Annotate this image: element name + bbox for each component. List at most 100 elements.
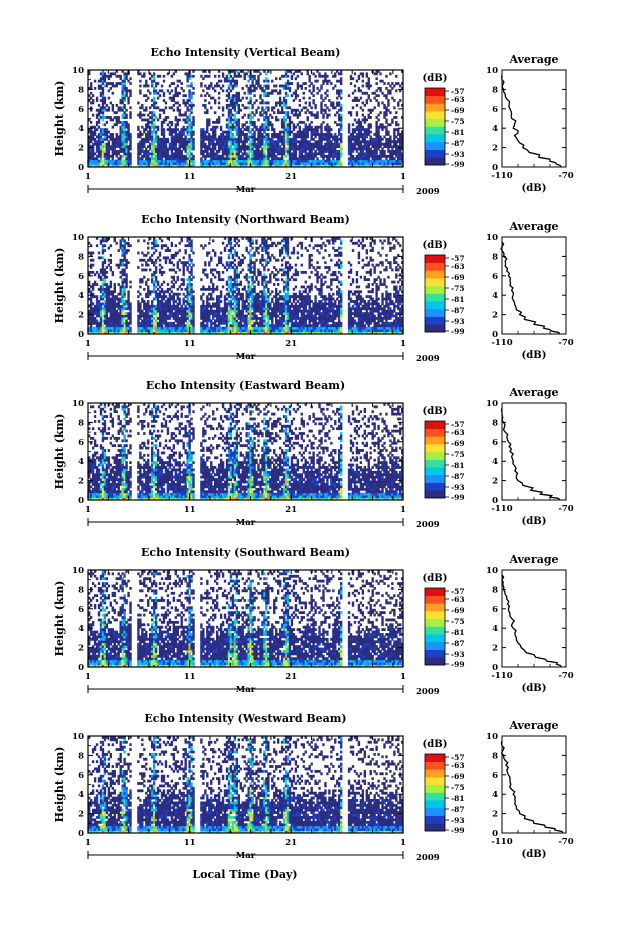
heatmap-cell <box>176 292 179 296</box>
heatmap-cell <box>290 94 294 98</box>
heatmap-cell <box>152 273 156 277</box>
heatmap-cell <box>292 159 296 163</box>
heatmap-cell <box>233 253 237 257</box>
x-tick-label: 11 <box>184 172 196 182</box>
heatmap-cell <box>377 157 380 161</box>
heatmap-cell <box>296 164 300 168</box>
heatmap-cell <box>156 280 160 284</box>
heatmap-cell <box>375 120 378 124</box>
heatmap-cell <box>156 302 160 306</box>
heatmap-cell <box>229 317 233 320</box>
heatmap-cell <box>314 154 317 158</box>
heatmap-cell <box>143 118 146 122</box>
heatmap-cell <box>109 324 113 328</box>
heatmap-cell <box>162 159 166 163</box>
heatmap-cell <box>166 314 170 318</box>
heatmap-cell <box>401 157 404 161</box>
heatmap-cell <box>147 162 150 165</box>
heatmap-cell <box>123 270 126 274</box>
heatmap-cell <box>214 152 217 156</box>
heatmap-cell <box>389 164 392 168</box>
heatmap-cell <box>174 137 177 141</box>
heatmap-cell <box>200 331 203 335</box>
heatmap-cell <box>357 147 361 151</box>
heatmap-cell <box>221 145 225 148</box>
heatmap-cell <box>229 79 233 83</box>
heatmap-cell <box>219 292 223 296</box>
heatmap-cell <box>233 157 237 161</box>
heatmap-cell <box>154 309 158 313</box>
heatmap-cell <box>168 324 172 328</box>
heatmap-cell <box>263 116 266 119</box>
heatmap-cell <box>109 135 113 139</box>
heatmap-cell <box>170 275 174 279</box>
heatmap-cell <box>141 106 144 110</box>
heatmap-cell <box>123 89 126 93</box>
heatmap-cell <box>129 145 132 148</box>
heatmap-cell <box>284 159 288 163</box>
heatmap-cell <box>219 290 223 294</box>
heatmap-cell <box>286 125 290 129</box>
heatmap-cell <box>269 140 272 144</box>
heatmap-cell <box>316 111 319 115</box>
heatmap-cell <box>328 157 331 161</box>
heatmap-cell <box>190 128 193 132</box>
heatmap-cell <box>227 79 231 83</box>
heatmap-cell <box>255 154 258 158</box>
average-y-tick-label: 8 <box>492 85 498 95</box>
heatmap-cell <box>192 162 195 165</box>
heatmap-cell <box>182 278 185 282</box>
heatmap-cell <box>105 128 109 132</box>
heatmap-cell <box>271 135 274 139</box>
heatmap-cell <box>210 319 213 323</box>
heatmap-cell <box>223 266 227 269</box>
heatmap-cell <box>89 162 93 165</box>
heatmap-cell <box>212 128 215 132</box>
heatmap-cell <box>247 145 250 148</box>
heatmap-cell <box>137 251 140 255</box>
heatmap-cell <box>154 89 158 93</box>
heatmap-cell <box>288 159 292 163</box>
heatmap-cell <box>336 111 339 115</box>
heatmap-cell <box>186 285 189 289</box>
heatmap-cell <box>182 317 185 320</box>
heatmap-cell <box>267 70 270 73</box>
heatmap-cell <box>188 290 191 294</box>
heatmap-cell <box>176 331 179 335</box>
heatmap-cell <box>304 125 307 129</box>
heatmap-cell <box>243 152 246 156</box>
heatmap-cell <box>227 159 231 163</box>
heatmap-cell <box>109 133 113 136</box>
heatmap-cell <box>113 145 116 148</box>
heatmap-cell <box>139 292 142 296</box>
heatmap-cell <box>149 304 152 308</box>
heatmap-cell <box>235 154 239 158</box>
heatmap-cell <box>320 94 323 98</box>
heatmap-cell <box>255 82 258 85</box>
heatmap-cell <box>243 135 246 139</box>
heatmap-cell <box>141 125 144 129</box>
heatmap-cell <box>168 326 172 330</box>
heatmap-cell <box>320 162 323 165</box>
heatmap-cell <box>151 130 154 134</box>
heatmap-cell <box>190 329 193 332</box>
heatmap-cell <box>115 304 118 308</box>
heatmap-cell <box>105 326 109 330</box>
heatmap-cell <box>363 147 366 151</box>
heatmap-cell <box>288 106 292 110</box>
heatmap-cell <box>141 133 144 136</box>
heatmap-cell <box>349 77 353 81</box>
heatmap-cell <box>351 145 355 148</box>
heatmap-cell <box>141 113 144 117</box>
heatmap-cell <box>103 283 107 286</box>
heatmap-cell <box>257 106 260 110</box>
heatmap-cell <box>393 84 396 88</box>
heatmap-cell <box>93 140 97 144</box>
heatmap-cell <box>229 307 233 311</box>
heatmap-cell <box>180 113 183 117</box>
heatmap-cell <box>265 79 268 83</box>
heatmap-cell <box>298 154 302 158</box>
heatmap-cell <box>184 300 187 303</box>
heatmap-cell <box>273 164 276 168</box>
heatmap-cell <box>143 287 146 291</box>
